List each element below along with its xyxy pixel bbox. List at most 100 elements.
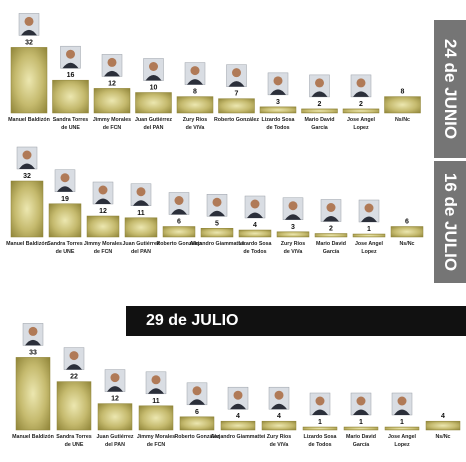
bar	[135, 92, 172, 114]
category-label: de ViVa	[270, 442, 289, 448]
value-label: 3	[276, 99, 280, 106]
bar	[220, 420, 256, 431]
candidate-photo-icon	[358, 199, 380, 223]
category-label: Alejandro Giammattei	[211, 434, 266, 440]
category-label: Manuel Baldizón	[8, 117, 50, 123]
value-label: 5	[215, 220, 219, 227]
category-label: del PAN	[105, 442, 125, 448]
candidate-photo-icon	[391, 392, 413, 416]
category-label: de UNE	[65, 442, 84, 448]
value-label: 4	[253, 222, 257, 229]
value-label: 8	[193, 89, 197, 96]
bar	[302, 426, 338, 431]
value-label: 2	[329, 226, 333, 233]
category-label: Lopez	[361, 249, 377, 255]
candidate-photo-icon	[244, 195, 266, 219]
category-label: García	[323, 249, 340, 255]
candidate-photo-icon	[226, 64, 247, 87]
value-label: 10	[150, 85, 158, 92]
bar	[342, 108, 380, 114]
bar	[10, 47, 48, 114]
bar	[301, 108, 338, 114]
value-label: 1	[318, 419, 322, 426]
category-label: Jose Angel	[347, 117, 376, 123]
candidate-photo-icon	[184, 62, 206, 85]
date-tag-16-julio: 16 de JULIO	[434, 161, 466, 283]
candidate-photo-icon	[104, 369, 126, 392]
candidate-photo-icon	[320, 199, 342, 222]
category-label: Roberto González	[174, 434, 219, 440]
value-label: 1	[359, 419, 363, 426]
value-label: 6	[177, 219, 181, 226]
value-label: 1	[400, 419, 404, 426]
category-label: de FCN	[103, 125, 122, 131]
category-label: Jose Angel	[355, 241, 384, 247]
category-label: de FCN	[94, 249, 113, 255]
category-label: Lizardo Sosa	[304, 434, 337, 440]
date-tag-16-julio-text: 16 de JULIO	[441, 172, 461, 272]
value-label: 12	[108, 80, 116, 87]
bar	[162, 226, 196, 238]
category-label: Zury Ríos	[183, 117, 207, 123]
category-label: Lopez	[394, 442, 410, 448]
category-label: Jimmy Morales	[93, 117, 131, 123]
value-label: 4	[277, 413, 281, 420]
category-label: Juan Gutiérrez	[135, 117, 172, 123]
category-label: Ns/Nc	[395, 117, 410, 123]
value-label: 4	[236, 413, 240, 420]
category-label: de Todos	[266, 125, 289, 131]
category-label: Ns/Nc	[399, 241, 414, 247]
value-label: 2	[318, 101, 322, 108]
category-label: García	[311, 125, 328, 131]
bar	[56, 381, 92, 431]
category-label: de Todos	[308, 442, 331, 448]
candidate-photo-icon	[206, 194, 228, 217]
category-label: García	[353, 442, 370, 448]
category-label: Mario David	[304, 117, 334, 123]
candidate-photo-icon	[268, 386, 290, 410]
category-label: Jimmy Morales	[137, 434, 175, 440]
candidate-photo-icon	[101, 54, 123, 77]
value-label: 32	[25, 39, 33, 46]
category-label: Sandra Torres	[47, 241, 83, 247]
category-label: Lizardo Sosa	[262, 117, 295, 123]
candidate-photo-icon	[267, 72, 289, 96]
bar	[15, 357, 51, 431]
category-label: Mario David	[346, 434, 376, 440]
category-label: de UNE	[56, 249, 75, 255]
candidate-photo-icon	[63, 347, 85, 370]
candidate-photo-icon	[168, 192, 190, 215]
bar	[314, 233, 348, 238]
value-label: 8	[401, 89, 405, 96]
category-label: Ns/Nc	[435, 434, 450, 440]
value-label: 6	[195, 409, 199, 416]
candidate-photo-icon	[350, 392, 372, 416]
bar	[218, 98, 255, 114]
bar	[93, 88, 131, 114]
candidate-photo-icon	[16, 146, 38, 170]
value-label: 6	[405, 219, 409, 226]
category-label: de ViVa	[186, 125, 205, 131]
bar	[238, 229, 272, 238]
category-label: de ViVa	[284, 249, 303, 255]
category-label: Roberto González	[156, 241, 201, 247]
bar	[276, 231, 310, 238]
candidate-photo-icon	[282, 197, 304, 220]
candidate-photo-icon	[18, 13, 40, 36]
bar	[384, 426, 420, 431]
bar	[10, 180, 44, 238]
category-label: de UNE	[61, 125, 80, 131]
category-label: Sandra Torres	[56, 434, 92, 440]
bar	[97, 403, 133, 431]
candidate-photo-icon	[54, 169, 76, 192]
chart-29-julio: 33 Manuel Baldizón 22 Sandra Torres de UNE 12…	[12, 323, 461, 448]
category-label: Juan Gutiérrez	[122, 241, 159, 247]
bar	[343, 426, 379, 431]
bar	[86, 215, 120, 238]
category-label: Jimmy Morales	[84, 241, 122, 247]
bar	[384, 96, 421, 114]
value-label: 1	[367, 226, 371, 233]
date-tag-24-junio-text: 24 de JUNIO	[441, 38, 460, 140]
date-banner-text: 29 de JULIO	[146, 312, 239, 329]
